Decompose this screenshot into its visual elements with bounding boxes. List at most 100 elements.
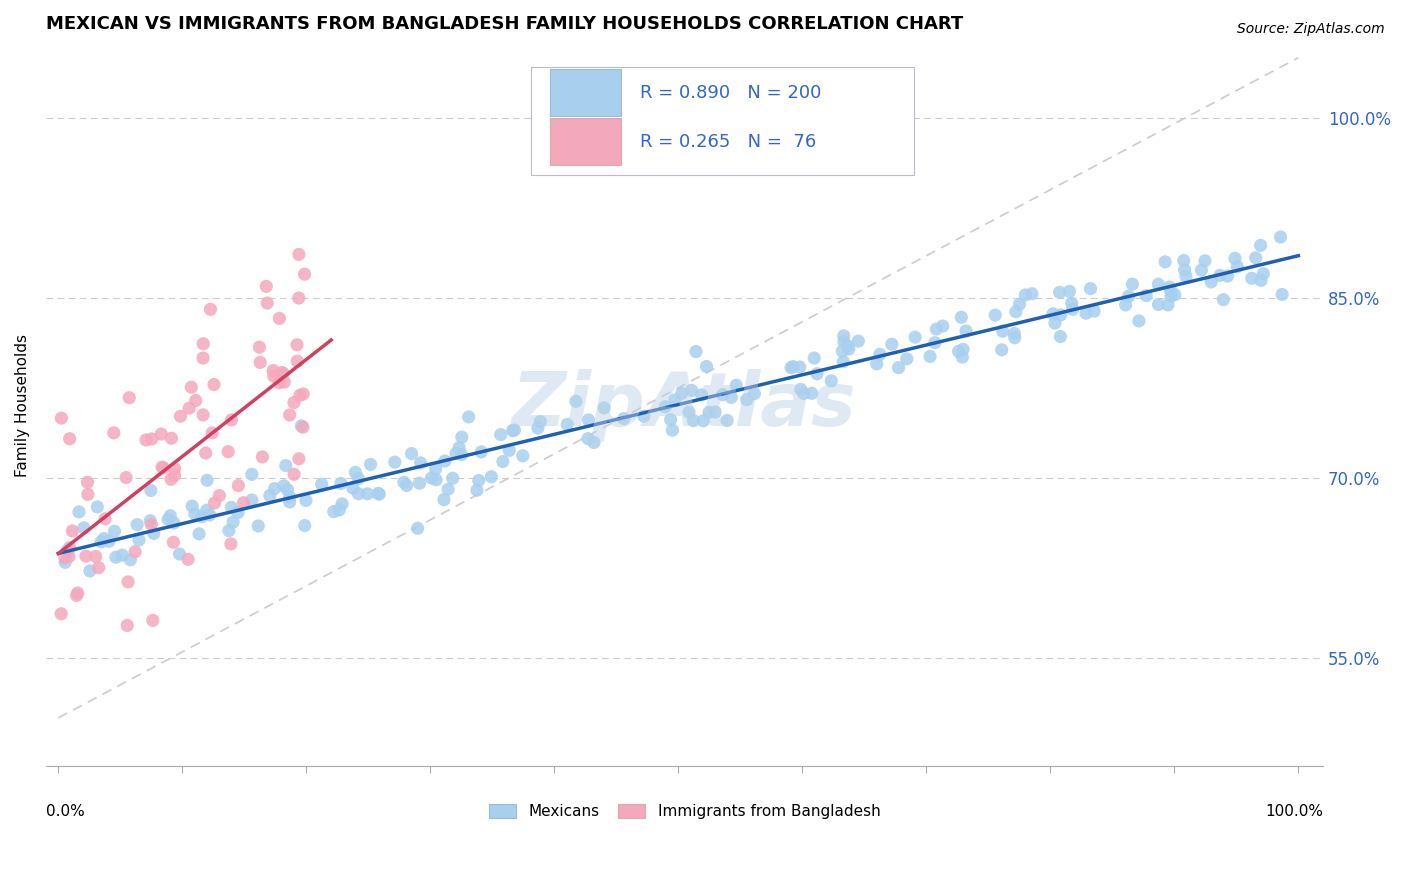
Point <box>285 354 308 368</box>
Point <box>1014 288 1036 302</box>
Point <box>288 388 311 402</box>
Point <box>1043 316 1066 330</box>
Point <box>1004 331 1026 345</box>
Bar <box>551 70 620 116</box>
Point <box>79 564 101 578</box>
Point <box>952 343 974 357</box>
Point <box>498 443 520 458</box>
Point <box>342 481 364 495</box>
Point <box>433 454 456 468</box>
Point <box>162 535 184 549</box>
Point <box>169 547 191 561</box>
Point <box>704 405 727 419</box>
Point <box>160 431 183 445</box>
Point <box>1226 260 1249 274</box>
Point <box>87 560 110 574</box>
Point <box>869 347 891 361</box>
Point <box>925 322 948 336</box>
Point <box>60 524 83 538</box>
Point <box>53 555 76 569</box>
Point <box>1271 287 1294 301</box>
Point <box>193 336 215 351</box>
Point <box>201 425 224 440</box>
Point <box>67 505 90 519</box>
Point <box>218 524 240 538</box>
Point <box>401 447 423 461</box>
Point <box>247 519 270 533</box>
Point <box>274 458 297 473</box>
Point <box>880 337 903 351</box>
Point <box>991 324 1014 338</box>
Point <box>295 493 318 508</box>
Point <box>367 486 389 500</box>
Point <box>832 354 855 368</box>
Point <box>848 334 870 348</box>
Point <box>450 430 472 444</box>
Point <box>697 405 720 419</box>
Point <box>347 487 370 501</box>
Point <box>1164 287 1187 301</box>
Point <box>1212 293 1234 307</box>
Point <box>368 487 391 501</box>
Point <box>1059 285 1081 299</box>
Point <box>820 374 842 388</box>
Point <box>222 515 245 529</box>
Point <box>169 409 191 424</box>
Point <box>1115 298 1137 312</box>
Point <box>555 417 578 432</box>
Point <box>285 338 308 352</box>
Point <box>141 517 163 532</box>
Point <box>449 441 471 455</box>
Point <box>1049 329 1071 343</box>
Point <box>470 445 492 459</box>
Point <box>181 499 204 513</box>
Point <box>195 503 218 517</box>
Point <box>288 451 311 466</box>
Point <box>219 537 242 551</box>
Point <box>120 553 142 567</box>
Point <box>1074 306 1097 320</box>
Point <box>633 409 655 424</box>
Point <box>191 509 214 524</box>
Point <box>392 475 415 490</box>
Point <box>492 454 515 468</box>
Point <box>270 366 292 380</box>
Point <box>117 574 139 589</box>
Point <box>1002 326 1025 341</box>
Point <box>1240 271 1263 285</box>
Point <box>420 471 443 485</box>
Point <box>948 344 970 359</box>
Point <box>247 340 270 354</box>
Point <box>118 391 141 405</box>
Point <box>294 518 316 533</box>
Point <box>84 549 107 564</box>
Point <box>716 413 738 427</box>
Point <box>1253 267 1275 281</box>
Point <box>441 471 464 485</box>
Point <box>1021 286 1043 301</box>
Point <box>195 473 218 487</box>
Point <box>163 516 186 530</box>
Point <box>711 387 734 401</box>
Point <box>53 551 76 566</box>
Point <box>806 367 828 381</box>
Point <box>1270 230 1292 244</box>
Point <box>685 344 707 359</box>
Point <box>191 408 214 422</box>
Point <box>793 386 815 401</box>
Point <box>690 388 713 402</box>
Text: 0.0%: 0.0% <box>46 805 84 819</box>
Point <box>1128 314 1150 328</box>
Point <box>682 414 704 428</box>
Point <box>654 400 676 414</box>
Point <box>1157 298 1180 312</box>
Point <box>278 490 301 504</box>
Point <box>66 586 89 600</box>
Point <box>202 377 225 392</box>
Point <box>269 376 291 390</box>
Point <box>135 433 157 447</box>
Point <box>163 461 186 475</box>
Point <box>887 360 910 375</box>
Point <box>228 478 250 492</box>
Point <box>1244 251 1267 265</box>
